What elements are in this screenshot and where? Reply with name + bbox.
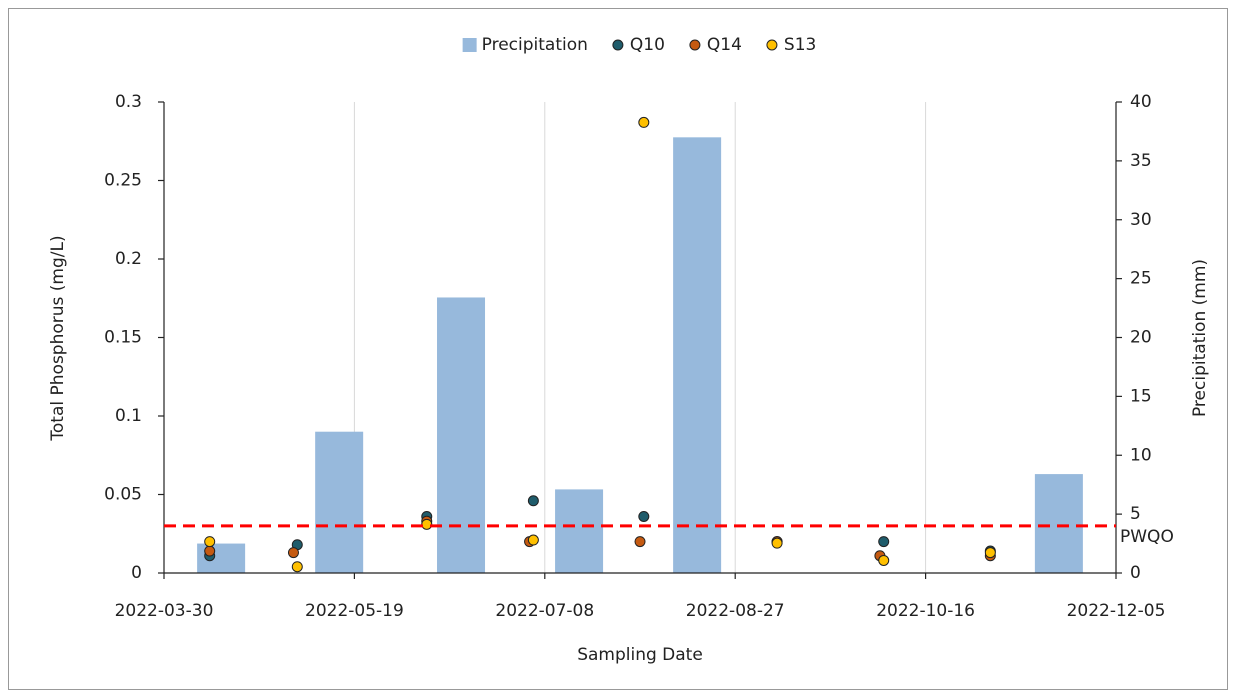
point: [204, 545, 216, 557]
legend-swatch: [766, 39, 778, 51]
y-tick-label: 0.05: [104, 485, 142, 505]
x-tick-label: 2022-07-08: [495, 601, 594, 621]
legend-swatch: [612, 39, 624, 51]
legend-label: Q10: [630, 35, 665, 55]
point: [291, 561, 303, 573]
y2-tick-label: 20: [1130, 328, 1152, 348]
x-tick-label: 2022-10-16: [876, 601, 975, 621]
legend-label: S13: [784, 35, 816, 55]
point: [634, 536, 646, 548]
y-tick-label: 0.1: [115, 406, 142, 426]
point: [878, 536, 890, 548]
reference-label: PWQO: [1120, 527, 1174, 547]
point: [771, 537, 783, 549]
point: [421, 518, 433, 530]
y-tick-label: 0.3: [115, 92, 142, 112]
x-axis-title: Sampling Date: [577, 645, 703, 665]
bar: [197, 543, 246, 573]
y2-tick-label: 25: [1130, 269, 1152, 289]
y2-tick-label: 15: [1130, 386, 1152, 406]
y-axis-title: Total Phosphorus (mg/L): [48, 235, 68, 441]
chart-border: [8, 8, 1228, 690]
bar: [437, 297, 486, 573]
x-tick-label: 2022-03-30: [115, 601, 214, 621]
y-tick-label: 0.25: [104, 171, 142, 191]
y2-axis-title: Precipitation (mm): [1190, 259, 1210, 417]
point: [984, 547, 996, 559]
point: [527, 534, 539, 546]
y2-tick-label: 0: [1130, 563, 1141, 583]
y-tick-label: 0.15: [104, 328, 142, 348]
y2-tick-label: 35: [1130, 151, 1152, 171]
y2-tick-label: 30: [1130, 210, 1152, 230]
point: [204, 536, 216, 548]
point: [638, 510, 650, 522]
x-tick-label: 2022-05-19: [305, 601, 404, 621]
y-tick-label: 0: [131, 563, 142, 583]
bar: [673, 137, 722, 573]
bar: [555, 489, 604, 573]
legend-label: Precipitation: [482, 35, 588, 55]
point: [638, 116, 650, 128]
point: [287, 547, 299, 559]
y-tick-label: 0.2: [115, 249, 142, 269]
point: [527, 495, 539, 507]
y2-tick-label: 5: [1130, 504, 1141, 524]
y2-tick-label: 10: [1130, 445, 1152, 465]
bar: [315, 431, 364, 573]
legend-swatch: [462, 38, 477, 52]
x-tick-label: 2022-12-05: [1067, 601, 1166, 621]
y2-tick-label: 40: [1130, 92, 1152, 112]
legend-swatch: [689, 39, 701, 51]
bar: [1034, 474, 1083, 573]
x-tick-label: 2022-08-27: [686, 601, 785, 621]
legend-label: Q14: [707, 35, 742, 55]
point: [878, 554, 890, 566]
